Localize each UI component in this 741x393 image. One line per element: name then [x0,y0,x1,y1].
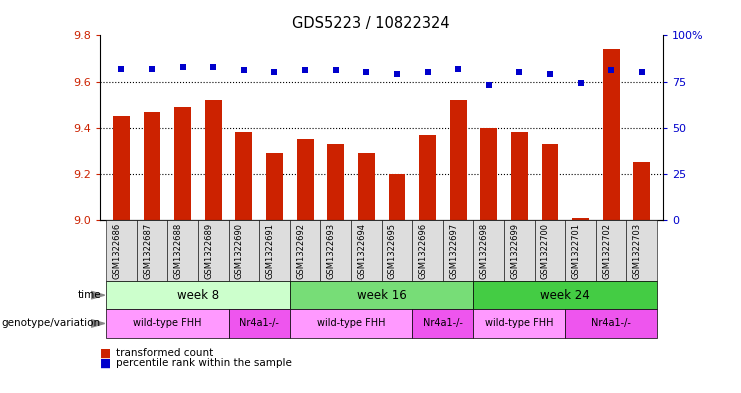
Text: GSM1322703: GSM1322703 [633,222,642,279]
Bar [572,218,589,220]
Text: GSM1322697: GSM1322697 [449,222,458,279]
Bar [634,162,650,220]
Text: GSM1322687: GSM1322687 [143,222,152,279]
Text: GSM1322695: GSM1322695 [388,222,397,279]
Point [238,67,250,73]
Point [207,64,219,70]
Point [177,64,189,70]
Text: GSM1322691: GSM1322691 [265,222,274,279]
Polygon shape [91,291,104,299]
Text: Nr4a1-/-: Nr4a1-/- [591,318,631,329]
Text: GSM1322700: GSM1322700 [541,222,550,279]
Text: GSM1322698: GSM1322698 [479,222,489,279]
Point [146,66,158,72]
Text: week 8: week 8 [177,288,219,302]
Text: wild-type FHH: wild-type FHH [316,318,385,329]
Point [299,67,311,73]
Text: Nr4a1-/-: Nr4a1-/- [423,318,463,329]
Point [514,69,525,75]
Polygon shape [91,320,104,327]
Bar [480,128,497,220]
Point [452,66,464,72]
Text: time: time [77,290,101,300]
Point [574,80,586,86]
Text: genotype/variation: genotype/variation [1,318,101,329]
Text: GSM1322693: GSM1322693 [327,222,336,279]
Point [636,69,648,75]
Text: GSM1322689: GSM1322689 [205,222,213,279]
Point [544,71,556,77]
Text: percentile rank within the sample: percentile rank within the sample [116,358,292,368]
Bar [296,139,313,220]
Text: transformed count: transformed count [116,348,213,358]
Text: ■: ■ [100,347,111,360]
Bar [236,132,252,220]
Point [422,69,433,75]
Bar [113,116,130,220]
Point [360,69,372,75]
Bar [205,100,222,220]
Point [483,82,495,88]
Text: week 16: week 16 [356,288,407,302]
Bar [174,107,191,220]
Bar [358,153,375,220]
Bar [602,49,619,220]
Text: GSM1322696: GSM1322696 [419,222,428,279]
Text: GDS5223 / 10822324: GDS5223 / 10822324 [292,16,449,31]
Text: GSM1322686: GSM1322686 [113,222,122,279]
Point [116,66,127,72]
Text: wild-type FHH: wild-type FHH [133,318,202,329]
Bar [542,144,559,220]
Text: GSM1322701: GSM1322701 [571,222,580,279]
Bar [388,174,405,220]
Text: GSM1322702: GSM1322702 [602,222,611,279]
Bar [450,100,467,220]
Bar [266,153,283,220]
Point [330,67,342,73]
Point [268,69,280,75]
Bar [328,144,344,220]
Text: GSM1322690: GSM1322690 [235,222,244,279]
Text: week 24: week 24 [540,288,590,302]
Text: GSM1322692: GSM1322692 [296,222,305,279]
Text: wild-type FHH: wild-type FHH [485,318,554,329]
Text: GSM1322694: GSM1322694 [357,222,366,279]
Bar [511,132,528,220]
Point [605,67,617,73]
Text: ■: ■ [100,356,111,370]
Text: GSM1322699: GSM1322699 [511,222,519,279]
Bar [144,112,161,220]
Text: Nr4a1-/-: Nr4a1-/- [239,318,279,329]
Bar [419,135,436,220]
Point [391,71,403,77]
Text: GSM1322688: GSM1322688 [173,222,183,279]
